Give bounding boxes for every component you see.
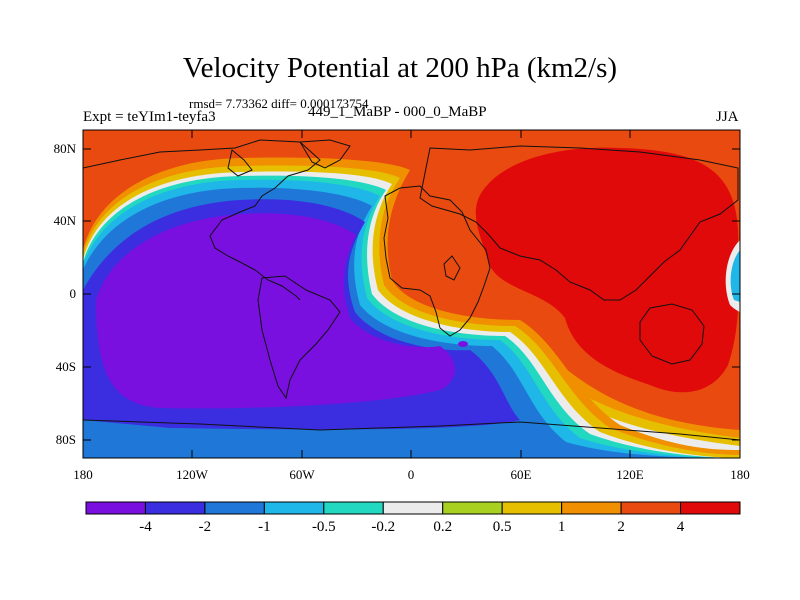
hudson-bay [227, 149, 253, 177]
colorbar-label: 1 [557, 519, 566, 535]
colorbar-swatch [204, 501, 265, 515]
lon-label-60e: 60E [510, 467, 532, 482]
colorbar-swatch [263, 501, 325, 515]
lat-label-80n: 80N [53, 141, 76, 156]
colorbar-label: -0.5 [311, 519, 336, 535]
colorbar-swatch [144, 501, 206, 515]
north-america-coast [83, 139, 321, 301]
coastlines [83, 139, 740, 441]
colorbar-swatch [382, 501, 444, 515]
lon-label-60w: 60W [289, 467, 315, 482]
australia [639, 303, 705, 365]
colorbar-swatch [501, 501, 563, 515]
colorbar-swatch [680, 501, 741, 515]
madagascar [443, 255, 461, 281]
africa [383, 185, 491, 337]
stats-label: rmsd= 7.73362 diff= 0.000173754 [189, 96, 369, 111]
field-layer [83, 130, 740, 458]
colorbar-label: -2 [198, 519, 212, 535]
lat-label-40s: 40S [55, 359, 76, 374]
colorbar-label: -0.2 [371, 519, 396, 535]
lon-label-180w: 180 [73, 467, 93, 482]
antarctica [83, 419, 740, 441]
edge-blue [730, 250, 740, 302]
lon-ticks [191, 130, 631, 458]
colorbar-label: 2 [617, 519, 625, 535]
colorbar-label: -1 [258, 519, 271, 535]
lat-label-eq: 0 [69, 286, 77, 301]
lon-label-120w: 120W [176, 467, 208, 482]
colorbar-label: 0.5 [492, 519, 512, 535]
colorbar-swatch [85, 501, 146, 515]
colorbar-swatch [620, 501, 682, 515]
lat-label-40n: 40N [53, 213, 76, 228]
colorbar-swatch [442, 501, 503, 515]
eurasia [419, 145, 739, 301]
lat-ticks [83, 148, 740, 441]
comparison-label: 449_1_MaBP - 000_0_MaBP [308, 104, 487, 120]
red-core [475, 147, 739, 393]
lon-label-120e: 120E [616, 467, 644, 482]
lon-label-0: 0 [407, 467, 415, 482]
map-title: Velocity Potential at 200 hPa (km2/s) [182, 52, 618, 84]
lon-label-180e: 180 [730, 467, 750, 482]
colorbar-label: 0.2 [433, 519, 453, 535]
purple-core [96, 213, 455, 409]
season-label: JJA [716, 109, 739, 125]
greenland [299, 139, 351, 169]
colorbar-label: -4 [139, 519, 152, 535]
colorbar-swatch [323, 501, 384, 515]
south-america [257, 275, 341, 400]
colorbar-swatch [561, 501, 622, 515]
colorbar [85, 501, 741, 515]
purple-spot [458, 341, 468, 347]
lat-label-80s: 80S [55, 432, 76, 447]
experiment-label: Expt = teYIm1-teyfa3 [83, 109, 216, 125]
colorbar-label: 4 [676, 519, 685, 535]
